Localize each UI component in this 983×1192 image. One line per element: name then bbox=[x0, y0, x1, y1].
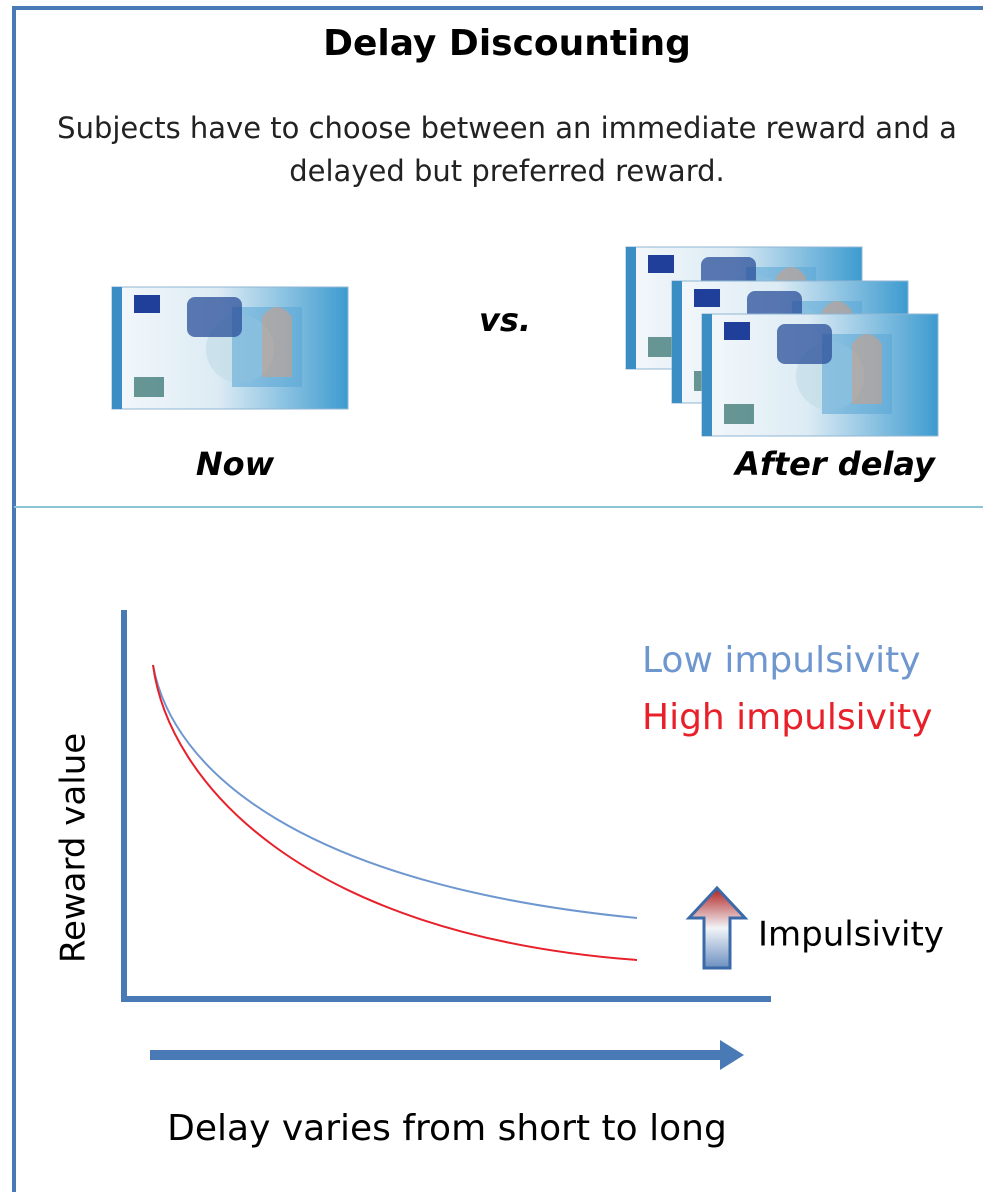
legend-low: Low impulsivity bbox=[642, 640, 921, 681]
title: Delay Discounting bbox=[323, 23, 691, 64]
high-impulsivity-curve bbox=[152, 664, 638, 961]
after-delay-label: After delay bbox=[732, 445, 936, 483]
description: delayed but preferred reward. bbox=[289, 154, 725, 188]
y-axis-label: Reward value bbox=[54, 733, 94, 963]
x-axis-label: Delay varies from short to long bbox=[167, 1108, 727, 1149]
delay-arrow bbox=[150, 1040, 744, 1070]
impulsivity-arrow bbox=[685, 885, 749, 970]
separator: vs. bbox=[479, 301, 531, 339]
legend-high: High impulsivity bbox=[642, 697, 932, 738]
low-impulsivity-curve bbox=[152, 664, 638, 919]
banknote bbox=[701, 313, 939, 437]
banknote bbox=[111, 286, 349, 410]
description: Subjects have to choose between an immed… bbox=[57, 111, 957, 145]
now-label: Now bbox=[196, 445, 275, 483]
impulsivity-label: Impulsivity bbox=[758, 915, 944, 955]
